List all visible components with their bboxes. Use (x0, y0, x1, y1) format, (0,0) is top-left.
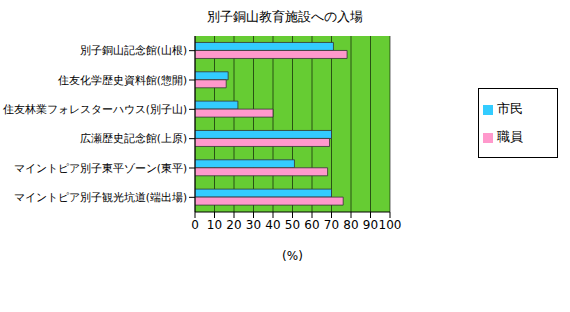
svg-text:20: 20 (226, 218, 241, 232)
svg-text:100: 100 (379, 218, 402, 232)
svg-text:住友林業フォレスターハウス(別子山): 住友林業フォレスターハウス(別子山) (8, 103, 187, 115)
html-text:別子銅山教育施設への入場: 別子銅山教育施設への入場 (207, 9, 363, 24)
svg-text:マイントピア別子東平ゾーン(東平): マイントピア別子東平ゾーン(東平) (14, 162, 187, 174)
svg-text:マイントピア別子観光坑道(端出場): マイントピア別子観光坑道(端出場) (14, 191, 187, 203)
svg-text:70: 70 (324, 218, 339, 232)
svg-text:60: 60 (304, 218, 319, 232)
svg-text:80: 80 (343, 218, 358, 232)
svg-text:90: 90 (363, 218, 378, 232)
svg-text:広瀬歴史記念館(上原): 広瀬歴史記念館(上原) (80, 132, 187, 144)
svg-text:30: 30 (246, 218, 261, 232)
svg-text:別子銅山記念館(山根): 別子銅山記念館(山根) (80, 44, 187, 56)
html-text:市民: 市民 (497, 101, 523, 116)
svg-text:0: 0 (191, 218, 199, 232)
svg-text:50: 50 (285, 218, 300, 232)
svg-text:40: 40 (265, 218, 280, 232)
svg-text:(%): (%) (282, 249, 303, 263)
svg-text:住友化学歴史資料館(惣開): 住友化学歴史資料館(惣開) (58, 74, 187, 86)
svg-text:10: 10 (207, 218, 222, 232)
html-text:職員: 職員 (497, 129, 523, 144)
